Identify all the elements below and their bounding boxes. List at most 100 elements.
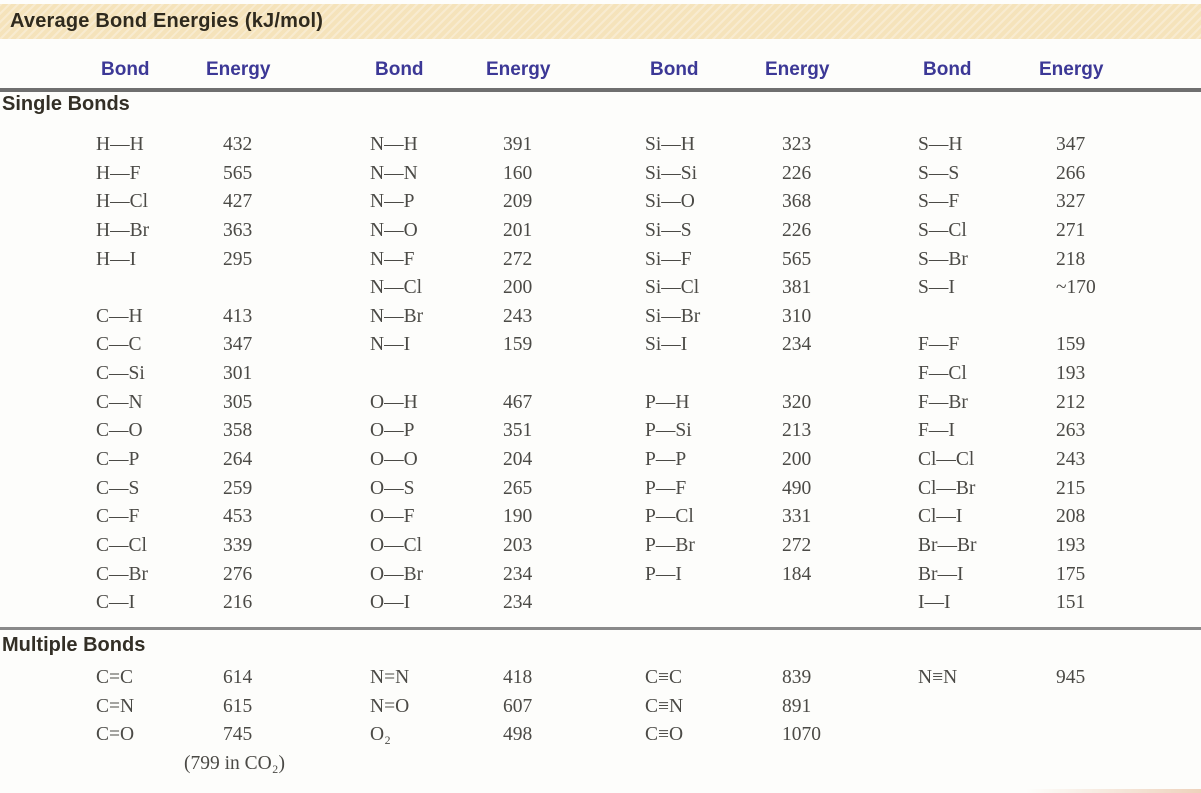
bond-label: O—Cl [370,534,423,556]
bond-label: C—Si [96,363,145,385]
energy-value: 320 [782,391,812,413]
header-divider-rule [0,88,1201,92]
bond-label: O—O [370,449,418,471]
energy-value [223,274,370,303]
energy-value: 226 [782,219,812,241]
bond-label: O—F [370,506,415,528]
energy-value: 368 [782,191,812,213]
energy-value: 234 [503,592,533,614]
energy-value: 498 [503,724,533,746]
energy-value: 745 [223,724,253,746]
bond-label: C—C [96,334,142,356]
bond-label: O—P [370,420,415,442]
bond-label: S—Br [918,248,968,270]
bond-label: C—S [96,477,140,499]
energy-value: 263 [1056,420,1086,442]
energy-value: 327 [1056,191,1086,213]
energy-value: 427 [223,191,253,213]
bond-label: C—I [96,592,135,614]
energy-value: 234 [503,563,533,585]
energy-value: 295 [223,248,253,270]
bond-label: S—S [918,162,960,184]
energy-value [1056,303,1201,332]
energy-value: 204 [503,449,533,471]
table-title: Average Bond Energies (kJ/mol) [10,10,324,32]
energy-value: 264 [223,449,253,471]
energy-value: 339 [223,534,253,556]
energy-value: 213 [782,420,812,442]
bond-label: Si—Si [645,162,698,184]
bond-label [370,360,503,389]
energy-value [782,360,918,389]
energy-value: 418 [503,667,533,688]
bond-label: Br—I [918,563,964,585]
energy-value: 276 [223,563,253,585]
bond-label: Si—S [645,219,692,241]
bond-label: P—F [645,477,687,499]
energy-value: 358 [223,420,253,442]
energy-value: 184 [782,563,812,585]
energy-value: 209 [503,191,533,213]
energy-value: 203 [503,534,533,556]
bond-label: N—I [370,334,411,356]
header-bond-4: Bond [923,59,972,80]
header-bond-1: Bond [101,59,150,80]
bond-label: P—Si [645,420,692,442]
energy-value: 216 [223,592,253,614]
section-divider-rule [0,627,1201,630]
energy-value [1056,693,1201,722]
bond-label: Si—Cl [645,277,700,299]
energy-value: 381 [782,277,812,299]
energy-value: 347 [223,334,253,356]
bond-label: C=O [96,724,135,746]
header-energy-3: Energy [765,59,830,80]
bond-label: O—H [370,391,418,413]
energy-value: 243 [1056,449,1086,471]
bond-label: P—H [645,391,690,413]
energy-value: 200 [782,449,812,471]
energy-value: ~170 [1056,277,1096,299]
bond-label: O—S [370,477,415,499]
bond-label [918,303,1056,332]
bond-label: F—F [918,334,960,356]
bond-label: C≡N [645,695,684,717]
energy-value: 175 [1056,563,1086,585]
bond-label: Cl—Br [918,477,976,499]
bond-label: N—Br [370,305,424,327]
bond-label: C=C [96,667,134,688]
header-energy-4: Energy [1039,59,1104,80]
energy-value: 215 [1056,477,1086,499]
energy-value: 272 [503,248,533,270]
energy-value: 151 [1056,592,1086,614]
energy-value: 310 [782,305,812,327]
energy-value [503,750,645,779]
bond-label: P—Cl [645,506,694,528]
page-edge-strip [1026,789,1201,793]
energy-value: 301 [223,363,253,385]
bond-label: O—I [370,592,411,614]
header-bond-3: Bond [650,59,699,80]
energy-value: 271 [1056,219,1086,241]
bond-label: C≡O [645,724,684,746]
energy-value: 305 [223,391,253,413]
energy-value [782,589,918,618]
energy-value: 891 [782,695,812,717]
bond-label: Si—F [645,248,692,270]
energy-value: 218 [1056,248,1086,270]
bond-label: H—Cl [96,191,149,213]
bond-label: Si—O [645,191,695,213]
energy-value: 839 [782,667,812,688]
energy-value: 615 [223,695,253,717]
bond-label [918,721,1056,750]
bond-label [645,589,782,618]
multiple-bonds-table: C=C 614 N=N 418 C≡C 839 N≡N 945 C=N 615 N=O 607 C≡N 8… [0,664,1201,779]
energy-value: 607 [503,695,533,717]
energy-value: 490 [782,477,812,499]
energy-value: 193 [1056,363,1086,385]
bond-label [918,750,1056,779]
bond-label: C—P [96,449,140,471]
header-bond-2: Bond [375,59,424,80]
bond-label: P—P [645,449,687,471]
bond-label: I—I [918,592,951,614]
bond-label: P—Br [645,534,695,556]
